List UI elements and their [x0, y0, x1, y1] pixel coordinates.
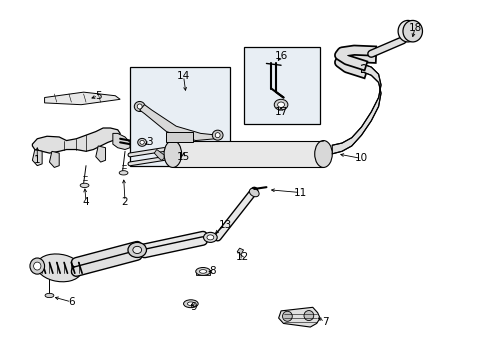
Polygon shape: [32, 128, 120, 153]
Ellipse shape: [187, 302, 194, 306]
Ellipse shape: [134, 102, 145, 112]
Polygon shape: [32, 149, 42, 166]
Text: 8: 8: [209, 266, 216, 276]
Ellipse shape: [140, 140, 144, 144]
Ellipse shape: [215, 133, 220, 138]
Bar: [172, 140, 323, 167]
Ellipse shape: [45, 293, 54, 298]
Ellipse shape: [119, 171, 128, 175]
Ellipse shape: [133, 246, 142, 253]
Ellipse shape: [137, 104, 142, 109]
Text: 17: 17: [274, 107, 287, 117]
Text: 5: 5: [95, 91, 102, 101]
Polygon shape: [113, 134, 130, 149]
Polygon shape: [331, 64, 380, 154]
Polygon shape: [140, 105, 217, 140]
Bar: [244, 47, 320, 125]
Ellipse shape: [183, 300, 198, 308]
Text: 14: 14: [177, 71, 190, 81]
Text: 16: 16: [274, 51, 287, 61]
Ellipse shape: [37, 254, 81, 282]
Bar: [195, 270, 210, 275]
Ellipse shape: [277, 102, 284, 107]
Polygon shape: [96, 146, 105, 162]
Text: 9: 9: [190, 302, 196, 312]
Polygon shape: [237, 248, 243, 255]
Ellipse shape: [138, 138, 146, 146]
Ellipse shape: [274, 99, 287, 110]
Text: 3: 3: [146, 138, 152, 147]
Ellipse shape: [128, 242, 146, 257]
Text: 6: 6: [68, 297, 75, 307]
Ellipse shape: [212, 130, 223, 140]
Bar: [166, 132, 193, 142]
Text: 4: 4: [82, 197, 89, 207]
Text: 2: 2: [122, 197, 128, 207]
Ellipse shape: [163, 140, 181, 167]
Ellipse shape: [195, 267, 210, 275]
Ellipse shape: [314, 140, 331, 167]
Text: 10: 10: [354, 153, 367, 163]
Text: 12: 12: [235, 252, 248, 262]
Polygon shape: [49, 151, 59, 167]
Ellipse shape: [199, 270, 206, 273]
Text: 15: 15: [177, 152, 190, 162]
Polygon shape: [44, 92, 120, 105]
Ellipse shape: [203, 232, 217, 242]
Text: 13: 13: [218, 220, 231, 230]
Text: 7: 7: [321, 317, 327, 327]
Ellipse shape: [34, 262, 41, 270]
Ellipse shape: [30, 258, 44, 274]
Text: 11: 11: [293, 188, 306, 198]
Polygon shape: [154, 149, 163, 160]
Text: 1: 1: [34, 155, 41, 165]
Ellipse shape: [397, 21, 417, 42]
Polygon shape: [278, 307, 320, 327]
Ellipse shape: [402, 21, 422, 42]
Ellipse shape: [282, 311, 292, 321]
Text: 18: 18: [407, 23, 421, 33]
Ellipse shape: [80, 183, 89, 188]
Ellipse shape: [304, 311, 313, 320]
Ellipse shape: [249, 188, 259, 197]
Ellipse shape: [206, 235, 213, 240]
Bar: [130, 67, 229, 166]
